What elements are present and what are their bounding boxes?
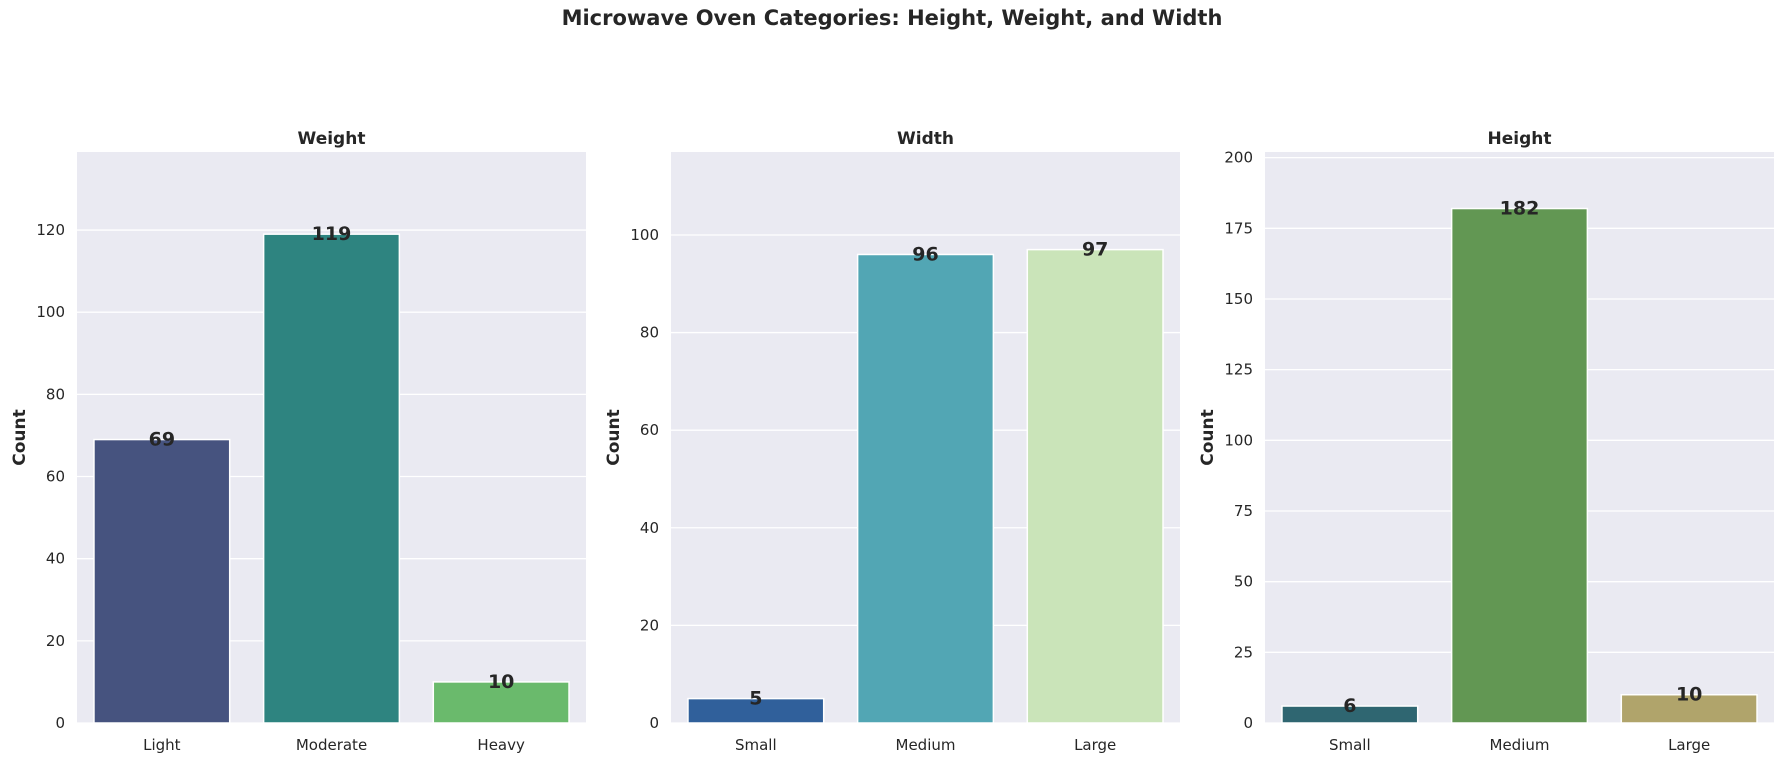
y-tick-label: 20 [46, 632, 65, 650]
y-axis-label: Count [10, 409, 30, 466]
y-tick-label: 120 [36, 221, 65, 239]
bar-moderate [262, 233, 401, 724]
y-axis-label: Count [604, 409, 624, 466]
x-tick-label: Light [143, 736, 181, 754]
bar-value-label: 10 [488, 671, 514, 693]
x-tick-label: Heavy [477, 736, 525, 754]
y-tick-label: 80 [640, 324, 659, 342]
y-tick-label: 60 [46, 468, 65, 486]
bar-value-label: 97 [1082, 239, 1108, 261]
y-tick-label: 0 [1243, 714, 1253, 732]
bar-small [1281, 705, 1419, 724]
x-tick-label: Small [1329, 736, 1371, 754]
x-tick-label: Small [735, 736, 777, 754]
bar-value-label: 182 [1500, 198, 1540, 220]
chart-panel-2: 0 25 50 75 100 125 150 175 200 6 Small 182 Medium 10 L… [1198, 129, 1774, 754]
chart-title: Width [897, 129, 954, 149]
bar-medium [856, 253, 995, 724]
bar-large [1026, 248, 1164, 724]
bar-large [1620, 693, 1758, 724]
bar-light [93, 438, 231, 724]
x-tick-label: Medium [896, 736, 956, 754]
y-tick-label: 125 [1224, 361, 1253, 379]
x-tick-label: Large [1668, 736, 1710, 754]
bar-heavy [432, 681, 570, 724]
y-tick-label: 0 [55, 714, 65, 732]
y-tick-label: 60 [640, 421, 659, 439]
y-tick-label: 25 [1234, 643, 1253, 661]
y-axis-label: Count [1198, 409, 1218, 466]
bar-value-label: 10 [1676, 684, 1702, 706]
y-tick-label: 175 [1224, 219, 1253, 237]
y-tick-label: 0 [649, 714, 659, 732]
chart-panel-1: 0 20 40 60 80 100 5 Small 96 Medium 97 Large Width Co… [604, 129, 1180, 754]
bar-value-label: 6 [1343, 695, 1356, 717]
y-tick-label: 20 [640, 616, 659, 634]
y-tick-label: 75 [1234, 502, 1253, 520]
bar-value-label: 96 [912, 243, 938, 265]
y-tick-label: 200 [1224, 149, 1253, 167]
chart-title: Weight [298, 129, 366, 149]
y-tick-label: 40 [640, 519, 659, 537]
chart-title: Height [1488, 129, 1552, 149]
bar-value-label: 69 [149, 429, 175, 451]
y-tick-label: 40 [46, 550, 65, 568]
y-tick-label: 50 [1234, 573, 1253, 591]
y-tick-label: 100 [36, 303, 65, 321]
y-tick-label: 100 [630, 226, 659, 244]
bar-medium [1450, 207, 1589, 724]
y-tick-label: 80 [46, 385, 65, 403]
bar-value-label: 119 [312, 223, 352, 245]
bar-small [687, 697, 825, 724]
y-tick-label: 150 [1224, 290, 1253, 308]
chart-panel-0: 0 20 40 60 80 100 120 69 Light 119 Moderate 10 Heavy… [10, 129, 586, 754]
x-tick-label: Large [1074, 736, 1116, 754]
bar-value-label: 5 [749, 688, 762, 710]
figure-title: Microwave Oven Categories: Height, Weigh… [561, 6, 1223, 30]
y-tick-label: 100 [1224, 431, 1253, 449]
x-tick-label: Medium [1490, 736, 1550, 754]
x-tick-label: Moderate [296, 736, 367, 754]
